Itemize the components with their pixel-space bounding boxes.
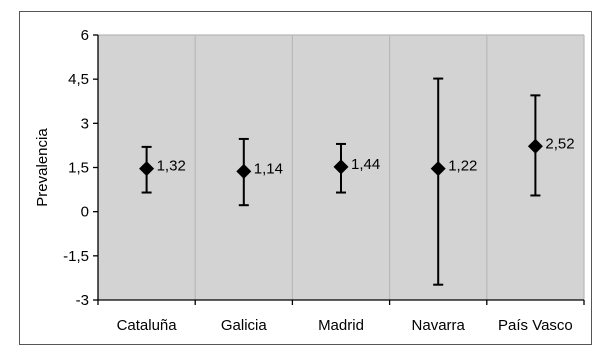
y-axis-title: Prevalencia: [34, 128, 51, 207]
data-label: 1,14: [254, 160, 283, 177]
data-point-marker: [139, 161, 155, 177]
y-tick-label: -1,5: [63, 248, 89, 265]
data-label: 1,22: [448, 158, 477, 175]
y-tick-label: 0: [81, 204, 89, 221]
x-category-label: Navarra: [412, 317, 466, 334]
axes: 6 4,5 3 1,5 0 -1,5 -3 Cataluña Galicia Madrid Nava…: [63, 27, 585, 334]
y-tick-label: 6: [81, 27, 89, 44]
y-tick-label: 3: [81, 115, 89, 132]
data-point-marker: [333, 159, 349, 175]
data-series: 1,32 1,14 1,44 1,22 2,52: [139, 77, 575, 286]
x-category-label: Cataluña: [117, 317, 178, 334]
data-point-marker: [527, 138, 543, 154]
data-point-marker: [430, 161, 446, 177]
x-category-label: Madrid: [318, 317, 364, 334]
y-tick-label: 4,5: [68, 71, 89, 88]
y-tick-label: 1,5: [68, 160, 89, 177]
x-category-label: País Vasco: [498, 317, 573, 334]
data-point-marker: [236, 163, 252, 179]
data-label: 2,52: [545, 135, 574, 152]
y-tick-label: -3: [76, 292, 89, 309]
x-category-label: Galicia: [221, 317, 268, 334]
gridlines: [98, 34, 585, 300]
data-label: 1,32: [157, 158, 186, 175]
data-label: 1,44: [351, 156, 380, 173]
